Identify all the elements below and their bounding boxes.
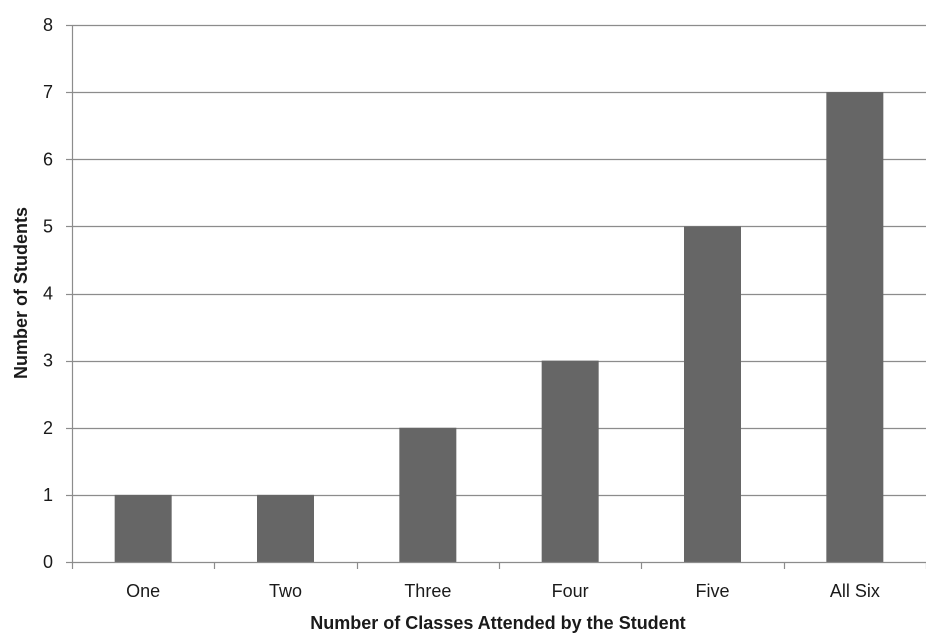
x-tick-labels: One Two Three Four Five All Six	[126, 581, 880, 601]
gridlines	[72, 24, 926, 497]
y-tick-label: 6	[43, 149, 53, 169]
x-tick-label: Five	[695, 581, 729, 601]
x-tick-label: Four	[552, 581, 589, 601]
y-tick-label: 8	[43, 15, 53, 35]
bar-all-six	[826, 92, 884, 562]
bar-five	[684, 226, 741, 562]
x-tick-label: Three	[404, 581, 451, 601]
y-tick-labels: 0 1 2 3 4 5 6 7 8	[43, 15, 53, 572]
bar-four	[541, 360, 599, 562]
x-tick-label: All Six	[830, 581, 880, 601]
y-tick-label: 5	[43, 216, 53, 236]
bar-two	[257, 494, 314, 562]
x-tick-label: One	[126, 581, 160, 601]
y-tick-label: 7	[43, 82, 53, 102]
bar-one	[114, 494, 172, 562]
y-tick-label: 3	[43, 351, 53, 371]
y-tick-label: 0	[43, 552, 53, 572]
y-tick-label: 4	[43, 284, 53, 304]
x-tick-label: Two	[269, 581, 302, 601]
bar-three	[399, 427, 457, 562]
x-axis-title: Number of Classes Attended by the Studen…	[310, 613, 685, 633]
y-tick-label: 2	[43, 418, 53, 438]
y-axis-title: Number of Students	[11, 207, 31, 379]
axes	[66, 24, 926, 569]
bars	[114, 92, 884, 562]
y-tick-label: 1	[43, 485, 53, 505]
